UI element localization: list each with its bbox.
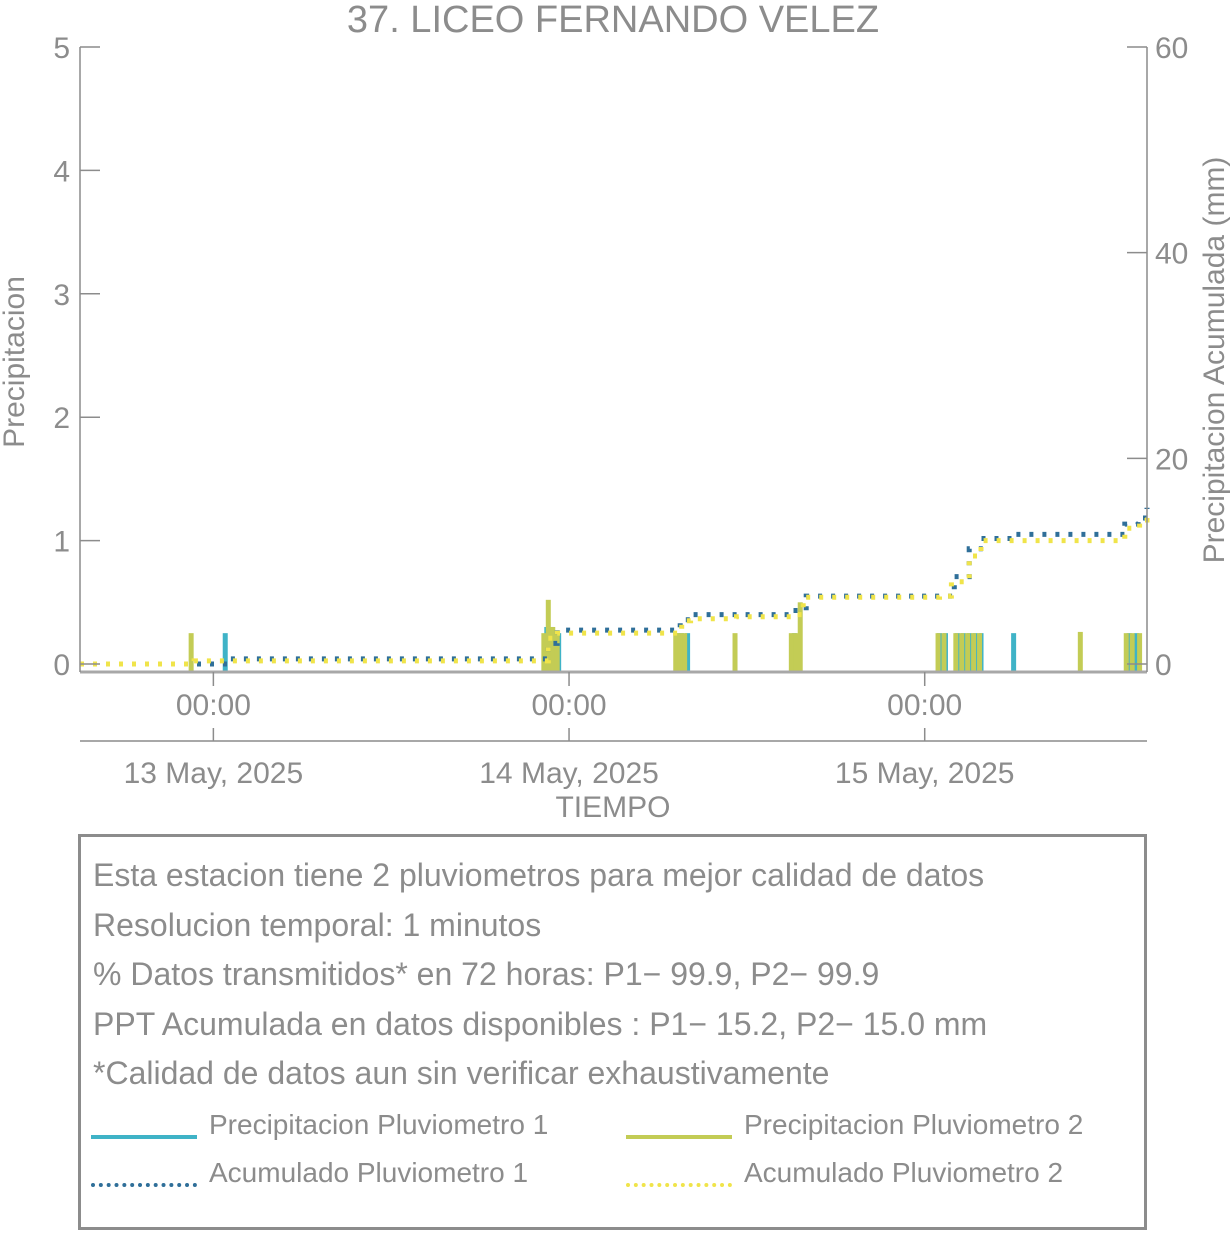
- y2-tick-label: 40: [1155, 238, 1188, 271]
- precip-bar-p2: [545, 599, 551, 672]
- precip-bar-p2: [935, 633, 941, 672]
- x-date-tick-label: 15 May, 2025: [835, 757, 1015, 790]
- precip-bar-p2: [793, 633, 799, 672]
- legend-label-acc1: Acumulado Pluviometro 1: [209, 1157, 529, 1188]
- precip-bar-p2: [1137, 633, 1143, 672]
- precip-bar-p2: [965, 633, 971, 672]
- precip-bar-p2: [959, 633, 965, 672]
- precip-bar-p2: [953, 633, 959, 672]
- x-date-tick-label: 14 May, 2025: [479, 757, 659, 790]
- info-box: Esta estacion tiene 2 pluviometros para …: [78, 834, 1147, 1230]
- y-tick-label: 1: [53, 526, 70, 559]
- legend-label-acc2: Acumulado Pluviometro 2: [744, 1157, 1064, 1188]
- accumulated-lines: [80, 507, 1150, 667]
- info-line: *Calidad de datos aun sin verificar exha…: [93, 1055, 830, 1091]
- precip-bar-p1: [1126, 633, 1132, 672]
- y-tick-label: 3: [53, 279, 70, 312]
- info-line: Esta estacion tiene 2 pluviometros para …: [93, 857, 985, 893]
- x-axis-label: TIEMPO: [555, 791, 670, 824]
- precip-bar-p2: [554, 633, 560, 672]
- precip-bar-p2: [541, 633, 547, 672]
- precip-bar-p2: [797, 602, 803, 672]
- x-time-tick-label: 00:00: [532, 689, 607, 722]
- precip-bar-p1: [1134, 633, 1140, 672]
- precip-bar-p1: [1011, 633, 1017, 672]
- precip-bar-p2: [971, 633, 977, 672]
- y-tick-label: 0: [53, 649, 70, 682]
- y2-axis-label: Precipitacion Acumulada (mm): [1198, 157, 1231, 564]
- legend-swatch-p1: [91, 1135, 197, 1139]
- x-date-tick-label: 13 May, 2025: [124, 757, 304, 790]
- precip-bar-p2: [673, 633, 679, 672]
- precip-bar-p2: [1129, 633, 1135, 672]
- y2-tick-label: 60: [1155, 32, 1188, 65]
- precip-bar-p2: [1077, 631, 1083, 672]
- precip-bar-p2: [941, 633, 947, 672]
- precip-bar-p2: [682, 633, 688, 672]
- x-time-tick-label: 00:00: [887, 689, 962, 722]
- precipitation-chart: 37. LICEO FERNANDO VELEZ 0 1 2 3 4 5 0 20 40 60 00…: [0, 0, 1231, 824]
- chart-title: 37. LICEO FERNANDO VELEZ: [347, 0, 879, 41]
- info-line: Resolucion temporal: 1 minutos: [93, 907, 542, 943]
- x-time-tick-label: 00:00: [176, 689, 251, 722]
- y-tick-label: 4: [53, 155, 70, 188]
- precip-bar-p2: [677, 633, 683, 672]
- legend-label-p2: Precipitacion Pluviometro 2: [744, 1109, 1084, 1140]
- precip-bar-p2: [550, 626, 556, 672]
- legend-label-p1: Precipitacion Pluviometro 1: [209, 1109, 549, 1140]
- info-line: % Datos transmitidos* en 72 horas: P1− 9…: [93, 956, 880, 992]
- legend-swatch-acc2: [626, 1183, 732, 1187]
- precip-bar-p2: [188, 633, 194, 672]
- y-axis-label: Precipitacion: [0, 276, 31, 448]
- legend-swatch-p2: [626, 1135, 732, 1139]
- precipitation-bars: [188, 599, 1143, 672]
- info-line: PPT Acumulada en datos disponibles : P1−…: [93, 1006, 988, 1042]
- legend-swatch-acc1: [91, 1183, 197, 1187]
- precip-bar-p1: [685, 633, 691, 672]
- y-tick-label: 5: [53, 32, 70, 65]
- y2-tick-label: 0: [1155, 649, 1172, 682]
- accumulated-line-p2: [80, 511, 1150, 667]
- precip-bar-p2: [1123, 633, 1129, 672]
- y-tick-label: 2: [53, 402, 70, 435]
- accumulated-line-p1: [80, 507, 1150, 667]
- precip-bar-p2: [788, 633, 794, 672]
- precip-bar-p2: [732, 633, 738, 672]
- axes: 0 1 2 3 4 5 0 20 40 60 00:00 00:00 00:00 13 May, 2025…: [53, 32, 1188, 790]
- precip-bar-p2: [977, 633, 983, 672]
- y2-tick-label: 20: [1155, 443, 1188, 476]
- precip-bar-p1: [222, 633, 228, 672]
